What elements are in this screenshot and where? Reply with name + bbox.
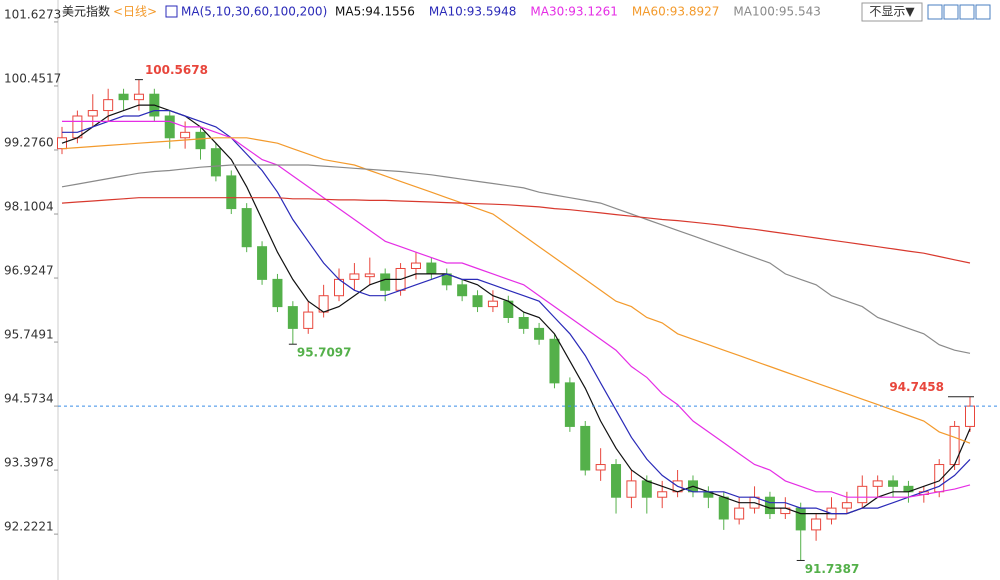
y-tick-label: 100.4517 [4,71,61,85]
candle-body [257,246,268,280]
candle-body [641,480,652,498]
candle-body [657,491,668,498]
candle-body [364,273,375,278]
ma-line [62,110,971,515]
candle-body [380,273,391,291]
candle-body [164,115,175,139]
y-tick-label: 101.6273 [4,7,61,21]
ma-line [61,137,971,444]
candle-body [72,115,83,139]
candle-body [841,502,852,509]
legend-item: MA10:93.5948 [429,5,517,19]
low-label: 95.7097 [297,346,352,360]
candle-body [57,137,67,150]
candle-body [287,306,298,329]
candle-body [349,273,360,280]
ma-line [61,104,971,515]
high-label: 94.7458 [889,380,944,394]
hide-button[interactable] [861,2,923,22]
candle-body [87,110,98,117]
y-tick-label: 92.2221 [4,520,54,534]
candle-body [426,262,437,275]
candle-body [888,480,899,487]
candle-body [118,93,129,101]
prev[interactable] [959,4,975,20]
next[interactable] [975,4,991,20]
legend-item: MA5:94.1556 [335,5,415,19]
hide-button-label: 不显示▼ [869,5,915,19]
candle-body [718,496,729,520]
candle-body [457,284,468,297]
candle-body [210,148,221,177]
candle-body [195,131,206,150]
candle-body [241,208,252,248]
candle-body [626,480,637,498]
candle-body [226,175,237,210]
candle-body [764,496,775,515]
candle-body [103,99,114,112]
period[interactable]: <日线> [113,5,157,19]
y-tick-label: 99.2760 [4,135,54,149]
candle-body [534,327,545,340]
candle-body [564,382,575,427]
y-tick-label: 98.1004 [4,200,54,214]
candle-body [518,317,529,329]
zoom-in[interactable] [927,4,943,20]
candle-body [949,425,960,466]
ma-line [62,120,971,498]
candle-body [180,131,191,139]
candle-body [965,405,975,427]
candle-body [549,338,560,384]
candle-body [872,480,883,487]
candle-body [595,464,606,471]
candle-body [580,425,591,471]
candle-body [611,464,622,498]
legend-item: MA60:93.8927 [632,5,720,19]
candle-body [811,518,822,531]
high-label: 100.5678 [145,63,208,77]
y-tick-label: 94.5734 [4,392,54,406]
y-tick-label: 96.9247 [4,264,54,278]
indicator-icon [165,5,178,18]
ma-line [61,197,971,264]
candle-body [303,311,314,329]
candle-body [487,300,498,308]
candle-body [133,93,144,101]
chart-title: 美元指数 [62,4,110,19]
candle-body [857,485,868,504]
candle-body [272,278,283,308]
legend-item: MA100:95.543 [733,5,821,19]
low-label: 91.7387 [805,562,860,576]
candles [57,79,975,561]
candle-body [734,507,745,520]
y-tick-label: 95.7491 [4,328,54,342]
candle-body [410,262,421,269]
indicator[interactable]: MA(5,10,30,60,100,200) [181,5,327,19]
legend-item: MA30:93.1261 [530,5,618,19]
toolbar [927,4,991,20]
ma-line [61,164,971,354]
candle-body [472,295,483,308]
zoom-out[interactable] [943,4,959,20]
y-tick-label: 93.3978 [4,456,54,470]
candle-body [795,507,806,531]
